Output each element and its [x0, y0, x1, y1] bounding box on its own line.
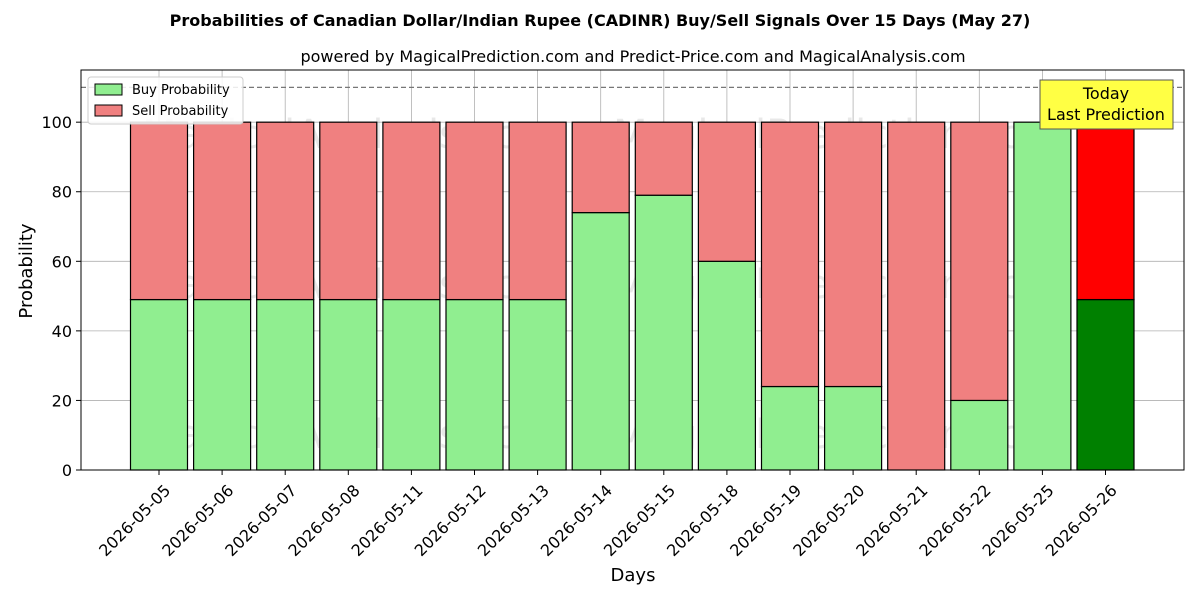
y-tick-label: 80 — [52, 183, 72, 202]
sell-bar — [571, 121, 630, 214]
buy-bar — [193, 298, 252, 471]
buy-bar — [382, 298, 441, 471]
buy-bar — [950, 399, 1009, 471]
y-tick-label: 40 — [52, 322, 72, 341]
chart-title: Probabilities of Canadian Dollar/Indian … — [170, 11, 1031, 30]
y-axis-label: Probability — [16, 223, 37, 318]
buy-bar — [823, 385, 883, 471]
x-axis-label: Days — [611, 565, 656, 586]
buy-bar — [1076, 298, 1135, 471]
legend-swatch — [94, 83, 123, 96]
sell-bar — [256, 121, 315, 301]
legend-label: Buy Probability — [132, 83, 230, 98]
annotation-box — [1039, 79, 1174, 130]
buy-bar — [319, 298, 378, 471]
sell-bar — [823, 121, 883, 388]
sell-bar — [445, 121, 504, 301]
buy-bar — [129, 298, 189, 471]
legend-box — [87, 76, 244, 125]
sell-bar — [760, 121, 820, 388]
buy-bar — [445, 298, 504, 471]
buy-bar — [508, 298, 567, 471]
buy-bar — [697, 260, 757, 471]
y-tick-label: 60 — [52, 252, 72, 271]
sell-bar — [950, 121, 1009, 402]
chart-subtitle: powered by MagicalPrediction.com and Pre… — [300, 47, 965, 66]
buy-bar — [1013, 121, 1072, 471]
legend-label: Sell Probability — [132, 104, 229, 119]
legend-swatch — [94, 104, 123, 117]
sell-bar — [193, 121, 252, 301]
sell-bar — [697, 121, 757, 262]
sell-bar — [129, 121, 189, 301]
y-tick-label: 0 — [62, 461, 72, 480]
buy-bar — [760, 385, 820, 471]
buy-bar — [256, 298, 315, 471]
plot-frame — [80, 69, 1185, 471]
y-tick-label: 100 — [41, 113, 72, 132]
sell-bar — [1076, 121, 1135, 301]
sell-bar — [382, 121, 441, 301]
sell-bar — [319, 121, 378, 301]
sell-bar — [887, 121, 946, 471]
buy-bar — [571, 212, 630, 471]
sell-bar — [508, 121, 567, 301]
y-tick-label: 20 — [52, 391, 72, 410]
annotation-line2: Last Prediction — [1047, 105, 1165, 124]
sell-bar — [634, 121, 693, 196]
annotation-line1: Today — [1082, 84, 1129, 103]
buy-bar — [634, 194, 693, 471]
